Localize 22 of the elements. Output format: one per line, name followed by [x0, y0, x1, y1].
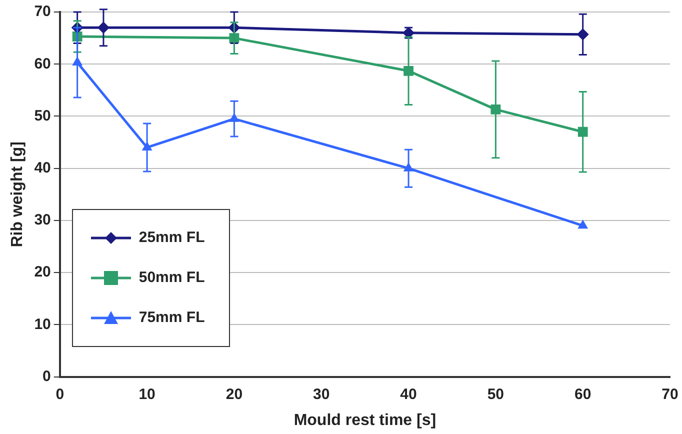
x-tick-label: 60 — [574, 386, 592, 403]
legend-label: 75mm FL — [138, 309, 205, 326]
x-tick-label: 50 — [487, 386, 504, 403]
x-tick-label: 0 — [56, 386, 64, 403]
y-tick-label: 0 — [42, 368, 51, 385]
legend-label: 50mm FL — [138, 269, 205, 286]
legend-label: 25mm FL — [138, 229, 205, 246]
y-tick-label: 10 — [34, 316, 51, 333]
y-tick-label: 20 — [34, 264, 51, 281]
y-tick-label: 40 — [34, 159, 51, 176]
y-tick-label: 50 — [34, 107, 51, 124]
x-tick-label: 70 — [662, 386, 678, 403]
y-tick-label: 70 — [34, 3, 51, 20]
point — [578, 220, 588, 229]
y-axis-title: Rib weight [g] — [9, 142, 26, 248]
x-tick-label: 30 — [313, 386, 330, 403]
y-tick-label: 60 — [34, 55, 51, 72]
x-tick-label: 20 — [226, 386, 243, 403]
x-tick-label: 10 — [138, 386, 156, 403]
x-tick-label: 40 — [400, 386, 417, 403]
y-tick-label: 30 — [34, 212, 51, 229]
x-axis-title: Mould rest time [s] — [294, 412, 436, 429]
